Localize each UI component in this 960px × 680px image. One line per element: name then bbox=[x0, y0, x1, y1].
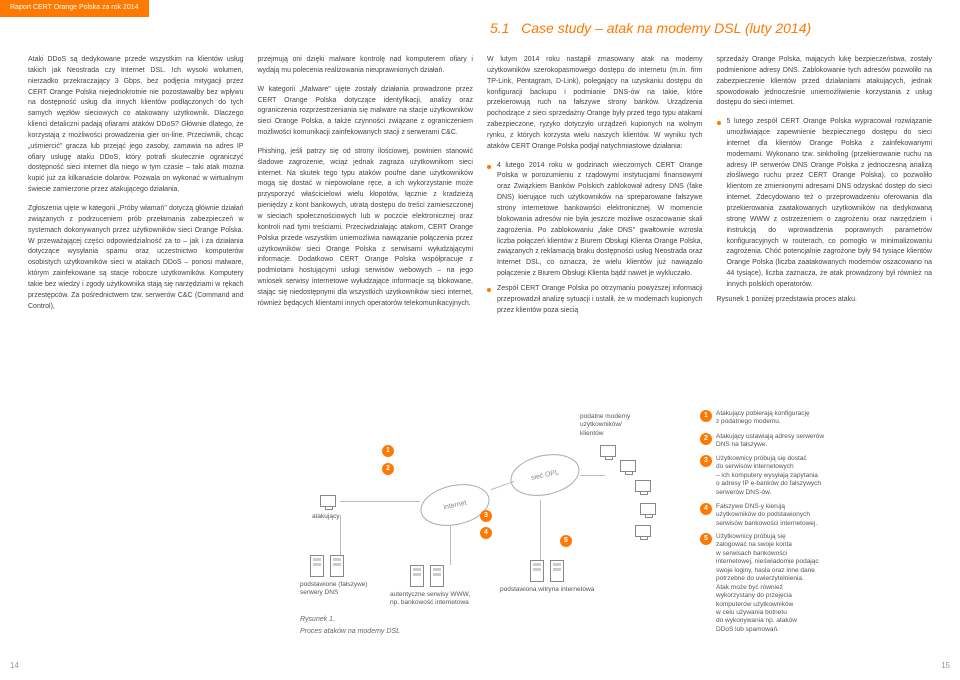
legend-text: Użytkownicy próbują się dostać do serwis… bbox=[716, 455, 821, 496]
legend-item: 4 Fałszywe DNS-y kierują użytkowników do… bbox=[700, 503, 920, 528]
legend-num: 4 bbox=[700, 503, 712, 515]
legend-item: 3 Użytkownicy próbują się dostać do serw… bbox=[700, 455, 920, 497]
modem-icon bbox=[620, 460, 636, 472]
legend-num: 3 bbox=[700, 455, 712, 467]
step-marker-3: 3 bbox=[480, 510, 492, 522]
server-icon bbox=[530, 560, 544, 582]
diagram-line bbox=[540, 500, 541, 560]
legend-item: 1 Atakujący pobierają konfigurację z pod… bbox=[700, 410, 920, 427]
diagram-line bbox=[580, 475, 605, 476]
modem-icon bbox=[635, 480, 651, 492]
server-icon bbox=[330, 555, 344, 577]
attack-diagram: atakujący podstawione (fałszywe) serwery… bbox=[300, 405, 940, 640]
legend-text: Atakujący pobierają konfigurację z podat… bbox=[716, 410, 810, 425]
figure-caption-title: Rysunek 1. bbox=[300, 615, 335, 626]
attacker-icon bbox=[320, 495, 336, 507]
paragraph: Rysunek 1 poniżej przedstawia proces ata… bbox=[717, 295, 933, 306]
server-icon bbox=[310, 555, 324, 577]
diagram-line bbox=[491, 481, 515, 490]
column-3: W lutym 2014 roku nastąpił zmasowany ata… bbox=[487, 55, 703, 320]
paragraph: sprzedaży Orange Polska, mających lukę b… bbox=[717, 55, 933, 109]
report-header: Raport CERT Orange Polska za rok 2014 bbox=[0, 0, 149, 17]
content-columns: Ataki DDoS są dedykowane przede wszystki… bbox=[28, 55, 932, 320]
list-item: Zespół CERT Orange Polska po otrzymaniu … bbox=[487, 284, 703, 317]
section-heading: Case study – atak na modemy DSL (luty 20… bbox=[521, 20, 811, 36]
auth-www-label: autentyczne serwisy WWW, np. bankowość i… bbox=[390, 591, 470, 608]
diagram-line bbox=[340, 515, 341, 555]
fake-www-label: podstawiona witryna internetowa bbox=[500, 586, 594, 594]
section-title: 5.1 Case study – atak na modemy DSL (lut… bbox=[490, 18, 811, 39]
legend-text: Fałszywe DNS-y kierują użytkowników do p… bbox=[716, 503, 817, 527]
paragraph: Ataki DDoS są dedykowane przede wszystki… bbox=[28, 55, 244, 196]
internet-cloud: internet bbox=[417, 478, 494, 532]
server-icon bbox=[410, 565, 424, 587]
step-marker-4: 4 bbox=[480, 527, 492, 539]
column-1: Ataki DDoS są dedykowane przede wszystki… bbox=[28, 55, 244, 320]
attacker-label: atakujący bbox=[312, 513, 339, 521]
legend-num: 1 bbox=[700, 410, 712, 422]
list-item: 5 lutego zespół CERT Orange Polska wypra… bbox=[717, 117, 933, 291]
diagram-line bbox=[450, 525, 451, 565]
legend-num: 2 bbox=[700, 433, 712, 445]
paragraph: przejmują oni dzięki malware kontrolę na… bbox=[258, 55, 474, 77]
step-marker-5: 5 bbox=[560, 535, 572, 547]
figure-caption-text: Proces ataków na modemy DSL bbox=[300, 627, 400, 638]
page-number-left: 14 bbox=[10, 660, 19, 672]
opl-cloud: sieć OPL bbox=[507, 448, 584, 502]
list-item: 4 lutego 2014 roku w godzinach wieczorny… bbox=[487, 161, 703, 280]
section-number: 5.1 bbox=[490, 20, 509, 36]
step-marker-1: 1 bbox=[382, 445, 394, 457]
paragraph: Phishing, jeśli patrzy się od strony ilo… bbox=[258, 147, 474, 310]
server-icon bbox=[550, 560, 564, 582]
legend-item: 5 Użytkownicy próbują się zalogować na s… bbox=[700, 533, 920, 634]
modem-icon bbox=[600, 445, 616, 457]
modems-label: podatne modemy użytkowników/ klientów bbox=[580, 413, 630, 438]
fake-dns-label: podstawione (fałszywe) serwery DNS bbox=[300, 581, 368, 598]
legend-text: Atakujący ustawiają adresy serwerów DNS … bbox=[716, 433, 824, 448]
paragraph: Zgłoszenia ujęte w kategorii „Próby włam… bbox=[28, 204, 244, 312]
paragraph: W kategorii „Malware" ujęte zostały dzia… bbox=[258, 85, 474, 139]
paragraph: W lutym 2014 roku nastąpił zmasowany ata… bbox=[487, 55, 703, 153]
diagram-line bbox=[340, 501, 420, 502]
legend-item: 2 Atakujący ustawiają adresy serwerów DN… bbox=[700, 433, 920, 450]
legend-text: Użytkownicy próbują się zalogować na swo… bbox=[716, 533, 819, 633]
step-marker-2: 2 bbox=[382, 463, 394, 475]
modem-icon bbox=[635, 525, 651, 537]
page-number-right: 15 bbox=[941, 660, 950, 672]
column-4: sprzedaży Orange Polska, mających lukę b… bbox=[717, 55, 933, 320]
server-icon bbox=[430, 565, 444, 587]
column-2: przejmują oni dzięki malware kontrolę na… bbox=[258, 55, 474, 320]
legend-num: 5 bbox=[700, 533, 712, 545]
modem-icon bbox=[640, 503, 656, 515]
